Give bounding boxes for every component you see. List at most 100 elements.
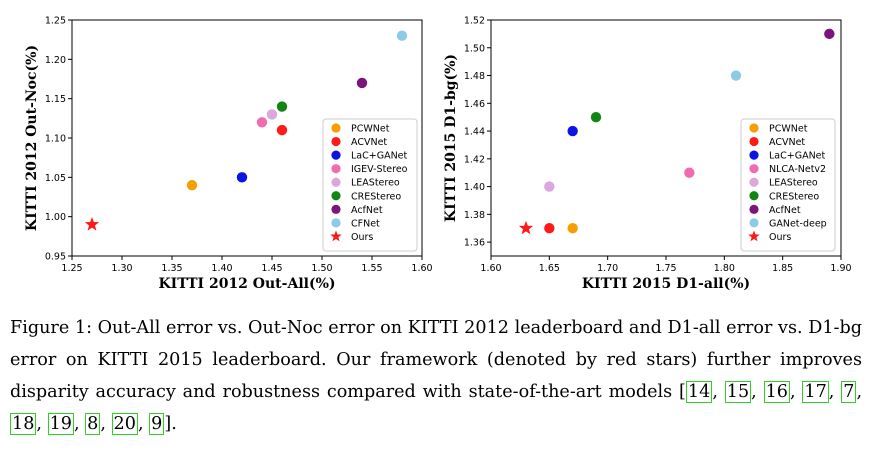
- x-tick-label: 1.80: [714, 263, 735, 274]
- citation-link[interactable]: 14: [685, 381, 713, 403]
- point-nlca-netv2: [684, 167, 695, 178]
- x-tick-label: 1.55: [361, 263, 382, 274]
- legend-entry: IGEV-Stereo: [351, 164, 408, 175]
- point-leastereo: [266, 109, 278, 120]
- y-tick-label: 1.20: [45, 55, 66, 66]
- legend-entry: AcfNet: [351, 205, 383, 216]
- y-tick-label: 1.40: [464, 182, 485, 193]
- x-axis-label: KITTI 2012 Out-All(%): [158, 276, 335, 292]
- y-tick-label: 1.52: [464, 16, 485, 27]
- y-axis-label: KITTI 2015 D1-bg(%): [443, 54, 459, 222]
- legend-marker: [331, 204, 341, 214]
- legend-marker: [331, 177, 341, 187]
- point-acvnet: [276, 124, 288, 136]
- legend-entry: GANet-deep: [769, 218, 827, 229]
- legend-box: [740, 118, 836, 252]
- x-tick-label: 1.40: [211, 263, 232, 274]
- chart-kitti-2015: 1.60 1.65 1.70 1.75 1.80 1.85 1.90 1.36 1.38 1.40…: [443, 16, 852, 293]
- legend-marker-star: [330, 230, 342, 242]
- citation-link[interactable]: 17: [802, 381, 829, 403]
- citation-link[interactable]: 19: [47, 413, 74, 435]
- legend-marker: [749, 164, 759, 174]
- legend: PCWNet ACVNet LaC+GANet IGEV-Stereo LEAStere…: [322, 118, 418, 252]
- citation-link[interactable]: 7: [841, 381, 857, 403]
- point-ours: [84, 217, 100, 231]
- legend-marker: [749, 177, 759, 187]
- point-lac-ganet: [567, 125, 578, 137]
- point-igev-stereo: [256, 117, 268, 128]
- y-tick-label: 1.50: [464, 43, 485, 54]
- legend-entry: LaC+GANet: [351, 151, 408, 162]
- x-tick-label: 1.25: [61, 263, 82, 274]
- legend-entry: CREStereo: [769, 191, 819, 202]
- legend-entry: Ours: [769, 232, 791, 243]
- legend-box: [322, 118, 418, 252]
- point-crestereo: [276, 101, 288, 112]
- x-tick-label: 1.35: [161, 263, 182, 274]
- citation-link[interactable]: 18: [10, 413, 37, 435]
- x-tick-label: 1.85: [772, 263, 793, 274]
- legend-entry: NLCA-Netv2: [769, 164, 826, 175]
- y-tick-label: 1.00: [45, 212, 66, 223]
- x-tick-label: 1.30: [111, 263, 132, 274]
- legend-marker: [331, 136, 341, 147]
- legend-entry: LEAStereo: [769, 178, 818, 189]
- y-tick-label: 1.25: [45, 16, 66, 27]
- citation-link[interactable]: 8: [85, 413, 101, 435]
- legend-entry: CFNet: [351, 218, 380, 229]
- y-tick-label: 1.42: [464, 154, 485, 165]
- caption-text: Figure 1: Out-All error vs. Out-Noc erro…: [10, 318, 862, 402]
- legend-entry: LaC+GANet: [769, 151, 826, 162]
- legend-entry: AcfNet: [769, 205, 801, 216]
- legend-entry: LEAStereo: [351, 178, 400, 189]
- point-ours: [518, 220, 534, 235]
- y-tick-label: 1.46: [464, 99, 485, 110]
- citation-link[interactable]: 15: [724, 381, 752, 403]
- citation-link[interactable]: 16: [763, 381, 790, 403]
- chart-kitti-2012: 1.25 1.30 1.35 1.40 1.45 1.50 1.55 1.60 0.95 1.00…: [24, 16, 433, 293]
- figure-caption: Figure 1: Out-All error vs. Out-Noc erro…: [10, 318, 863, 435]
- caption-citations: [14, 15, 16, 17, 7, 18, 19, 8, 20, 9]: [10, 381, 863, 435]
- y-tick-label: 1.38: [464, 210, 485, 221]
- legend: PCWNet ACVNet LaC+GANet NLCA-Netv2 LEAStereo…: [740, 118, 836, 252]
- legend-marker: [331, 164, 341, 174]
- legend-marker: [331, 191, 341, 201]
- legend-entry: CREStereo: [351, 191, 401, 202]
- point-acvnet: [544, 223, 555, 234]
- point-acfnet: [824, 28, 835, 40]
- legend-marker: [331, 123, 341, 133]
- y-tick-label: 0.95: [45, 252, 66, 263]
- point-pcwnet: [567, 223, 578, 234]
- legend-marker: [749, 204, 759, 214]
- point-cfnet: [396, 30, 408, 41]
- legend-entry: PCWNet: [769, 124, 808, 135]
- point-leastereo: [544, 181, 555, 192]
- y-tick-label: 1.05: [45, 173, 66, 184]
- point-crestereo: [590, 111, 602, 123]
- legend-marker: [749, 191, 759, 201]
- legend-entry: ACVNet: [351, 137, 387, 148]
- citation-link[interactable]: 9: [149, 413, 165, 435]
- point-pcwnet: [186, 180, 198, 191]
- legend-marker: [749, 150, 759, 160]
- citation-link[interactable]: 20: [111, 413, 138, 435]
- legend-marker: [331, 218, 341, 228]
- y-tick-label: 1.44: [464, 127, 485, 138]
- x-tick-label: 1.60: [480, 263, 501, 274]
- point-ganet-deep: [730, 70, 742, 81]
- legend-entry: Ours: [351, 232, 373, 243]
- legend-marker: [749, 136, 759, 147]
- y-axis-label: KITTI 2012 Out-Noc(%): [24, 45, 40, 231]
- x-tick-label: 1.75: [655, 263, 676, 274]
- y-tick-label: 1.36: [464, 238, 485, 249]
- x-tick-label: 1.90: [830, 263, 851, 274]
- y-tick-label: 1.15: [45, 94, 66, 105]
- y-tick-label: 1.48: [464, 71, 485, 82]
- legend-marker: [331, 150, 341, 160]
- legend-marker: [749, 123, 759, 133]
- legend-entry: ACVNet: [769, 137, 805, 148]
- x-tick-label: 1.50: [311, 263, 332, 274]
- legend-marker-star: [748, 230, 760, 242]
- legend-marker: [749, 218, 759, 228]
